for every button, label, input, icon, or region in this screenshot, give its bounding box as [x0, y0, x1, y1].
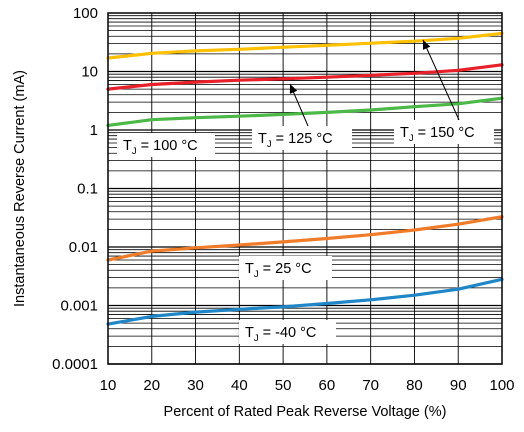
y-tick-label: 1	[90, 122, 98, 139]
x-tick-label: 50	[275, 377, 292, 394]
y-tick-label: 0.001	[60, 298, 98, 315]
annotation-label: TJ = -40 °C	[245, 325, 316, 344]
y-tick-label: 100	[73, 5, 98, 22]
series-line-3	[106, 96, 504, 128]
series-lines	[106, 31, 504, 326]
arrow-head	[289, 84, 298, 94]
annotation-label: TJ = 125 °C	[258, 131, 333, 150]
annotations: TJ = 100 °C TJ = 125 °C TJ = 150 °C TJ = 25…	[117, 39, 494, 344]
x-tick-label: 60	[319, 377, 336, 394]
annotation-box	[394, 120, 494, 144]
y-tick-label: 0.01	[69, 239, 98, 256]
arrow-head	[423, 40, 431, 50]
annotation-arrow	[422, 39, 460, 121]
series-line-2	[106, 63, 504, 91]
annotation-label: TJ = 150 °C	[400, 125, 475, 144]
x-tick-label: 70	[362, 377, 379, 394]
x-tick-label: 20	[143, 377, 160, 394]
annotation-box	[252, 126, 352, 150]
x-tick-label: 100	[489, 377, 514, 394]
annotation-box	[239, 320, 336, 344]
y-tick-label: 0.0001	[52, 356, 98, 373]
y-axis-label: Instantaneous Reverse Current (mA)	[12, 70, 28, 307]
annotation-label: TJ = 100 °C	[123, 138, 198, 157]
series-line-5	[106, 277, 504, 326]
series-line-1	[106, 31, 504, 60]
y-tick-label: 10	[81, 64, 98, 81]
annotation-label: TJ = 25 °C	[245, 261, 312, 280]
y-tick-label: 0.1	[77, 181, 98, 198]
annotation-box	[239, 256, 332, 280]
grid	[108, 13, 502, 365]
x-tick-label: 10	[100, 377, 117, 394]
annotation-box	[117, 133, 215, 157]
plot-frame	[107, 12, 503, 365]
x-axis-label: Percent of Rated Peak Reverse Voltage (%…	[164, 404, 447, 420]
tick-labels: 10 20 30 40 50 60 70 80 90 100 100 10 1 0.1 0.01 0.001 0…	[52, 5, 514, 394]
x-tick-label: 90	[450, 377, 467, 394]
x-tick-label: 30	[187, 377, 204, 394]
series-line-4	[106, 215, 504, 262]
x-tick-label: 40	[231, 377, 248, 394]
x-tick-label: 80	[406, 377, 423, 394]
